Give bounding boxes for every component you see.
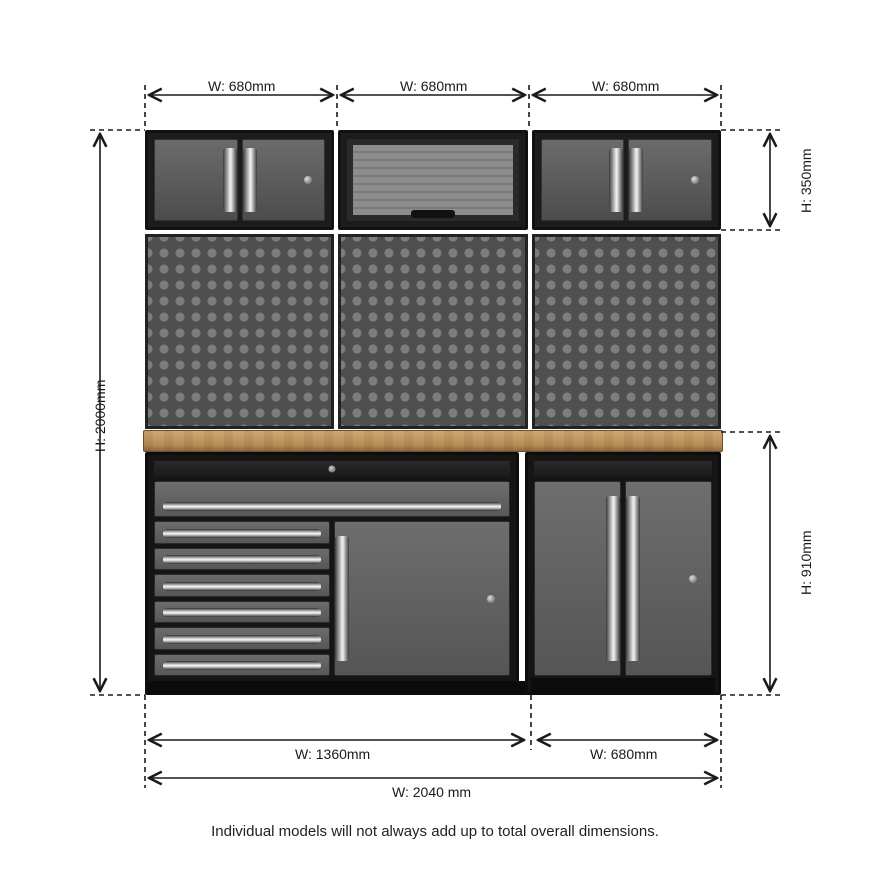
handle-icon bbox=[626, 496, 640, 661]
cabinet-door bbox=[334, 521, 510, 676]
drawer bbox=[154, 627, 330, 650]
lock-icon bbox=[691, 176, 699, 184]
top-strip bbox=[154, 461, 510, 477]
wide-drawer bbox=[154, 481, 510, 517]
wall-cabinet-row bbox=[145, 130, 721, 230]
lock-icon bbox=[487, 595, 495, 603]
drawer bbox=[154, 548, 330, 571]
roller-shutter bbox=[347, 139, 518, 221]
wall-door bbox=[154, 139, 238, 221]
handle-icon bbox=[243, 148, 257, 212]
footnote: Individual models will not always add up… bbox=[0, 823, 870, 840]
handle-icon bbox=[335, 536, 349, 661]
handle-icon bbox=[606, 496, 620, 661]
pegboard-panel bbox=[145, 234, 334, 429]
lock-icon bbox=[689, 575, 697, 583]
drawer-stack bbox=[154, 521, 330, 676]
top-strip bbox=[534, 461, 712, 477]
handle-icon bbox=[163, 582, 321, 591]
dim-w-right: W: 680mm bbox=[590, 746, 657, 762]
wall-cabinet-left bbox=[145, 130, 334, 230]
handle-icon bbox=[163, 635, 321, 644]
storage-system bbox=[145, 130, 721, 695]
diagram-stage: W: 680mm W: 680mm W: 680mm H: 2000mm H: … bbox=[0, 0, 870, 870]
wall-door bbox=[541, 139, 625, 221]
base-unit-left bbox=[145, 452, 519, 695]
drawer bbox=[154, 574, 330, 597]
dim-w-total: W: 2040 mm bbox=[392, 784, 471, 800]
dim-h-wall: H: 350mm bbox=[798, 148, 814, 213]
cabinet-door bbox=[534, 481, 621, 676]
lock-icon bbox=[304, 176, 312, 184]
dim-top-1: W: 680mm bbox=[208, 78, 275, 94]
dim-top-3: W: 680mm bbox=[592, 78, 659, 94]
dim-top-2: W: 680mm bbox=[400, 78, 467, 94]
handle-icon bbox=[629, 148, 643, 212]
wall-door bbox=[628, 139, 712, 221]
handle-icon bbox=[163, 502, 501, 511]
handle-icon bbox=[163, 529, 321, 538]
wall-door bbox=[242, 139, 326, 221]
lock-icon bbox=[329, 466, 336, 473]
dim-w-left: W: 1360mm bbox=[295, 746, 370, 762]
base-unit-row bbox=[145, 452, 721, 695]
wall-cabinet-center-roller bbox=[338, 130, 527, 230]
wall-cabinet-right bbox=[532, 130, 721, 230]
kick-plate bbox=[531, 678, 715, 692]
dim-h-total: H: 2000mm bbox=[92, 380, 108, 452]
drawer bbox=[154, 521, 330, 544]
worktop bbox=[143, 430, 723, 452]
pegboard-panel bbox=[532, 234, 721, 429]
handle-icon bbox=[163, 608, 321, 617]
handle-icon bbox=[163, 555, 321, 564]
handle-icon bbox=[223, 148, 237, 212]
pegboard-panel bbox=[338, 234, 527, 429]
drawer bbox=[154, 601, 330, 624]
cabinet-door bbox=[625, 481, 712, 676]
drawer bbox=[154, 654, 330, 677]
handle-icon bbox=[163, 661, 321, 670]
pegboard-row bbox=[145, 234, 721, 429]
base-unit-right bbox=[525, 452, 721, 695]
dim-h-base: H: 910mm bbox=[798, 530, 814, 595]
handle-icon bbox=[609, 148, 623, 212]
